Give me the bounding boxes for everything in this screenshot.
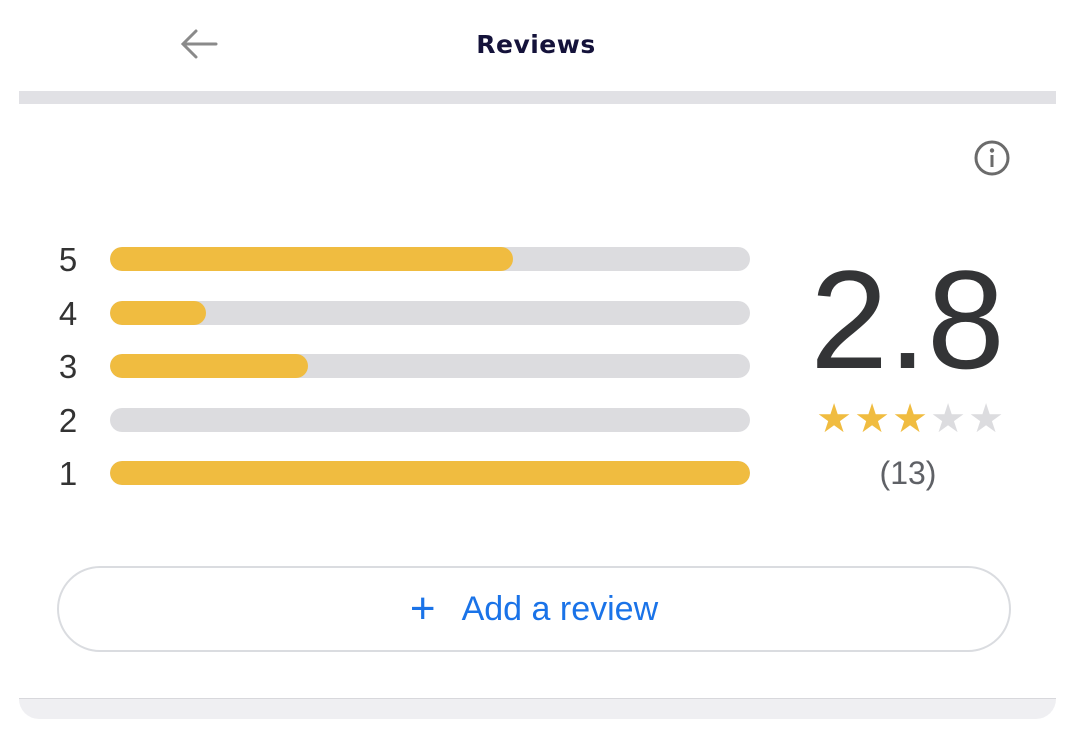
star-filled-icon: ★ bbox=[892, 397, 928, 441]
rating-row-4: 4 bbox=[54, 295, 754, 332]
rating-bar-track bbox=[110, 354, 750, 378]
arrow-left-icon bbox=[180, 29, 218, 59]
star-label: 2 bbox=[58, 401, 78, 439]
star-label: 4 bbox=[58, 294, 78, 332]
star-label: 1 bbox=[58, 455, 78, 492]
divider bbox=[19, 91, 1056, 104]
star-label: 5 bbox=[58, 241, 78, 278]
star-filled-icon: ★ bbox=[854, 397, 890, 441]
add-review-label: Add a review bbox=[461, 589, 659, 628]
rating-bar-fill bbox=[110, 354, 309, 378]
rating-row-3: 3 bbox=[54, 348, 754, 385]
star-filled-icon: ★ bbox=[816, 397, 852, 441]
review-count: (13) bbox=[879, 455, 937, 491]
info-button[interactable] bbox=[973, 139, 1011, 177]
info-icon bbox=[974, 140, 1010, 176]
add-review-button[interactable]: + Add a review bbox=[57, 566, 1011, 652]
plus-icon: + bbox=[409, 584, 436, 633]
rating-bar-track bbox=[110, 247, 750, 271]
rating-bar-track bbox=[110, 300, 750, 325]
star-empty-icon: ★ bbox=[968, 397, 1004, 441]
back-button[interactable] bbox=[178, 26, 222, 62]
rating-bar-fill bbox=[110, 300, 206, 325]
star-empty-icon: ★ bbox=[930, 397, 966, 441]
average-rating: 2.8 bbox=[810, 241, 1005, 398]
rating-bar-fill bbox=[110, 461, 750, 485]
rating-bar-track bbox=[110, 461, 750, 485]
divider bbox=[19, 698, 1056, 719]
rating-bar-track bbox=[110, 407, 750, 432]
star-rating: ★ ★ ★ ★ ★ bbox=[815, 398, 1005, 440]
star-label: 3 bbox=[58, 348, 78, 385]
rating-bar-fill bbox=[110, 247, 514, 271]
rating-row-2: 2 bbox=[54, 402, 754, 439]
page-title: Reviews bbox=[476, 30, 596, 59]
rating-row-5: 5 bbox=[54, 241, 754, 278]
rating-row-1: 1 bbox=[54, 455, 754, 492]
